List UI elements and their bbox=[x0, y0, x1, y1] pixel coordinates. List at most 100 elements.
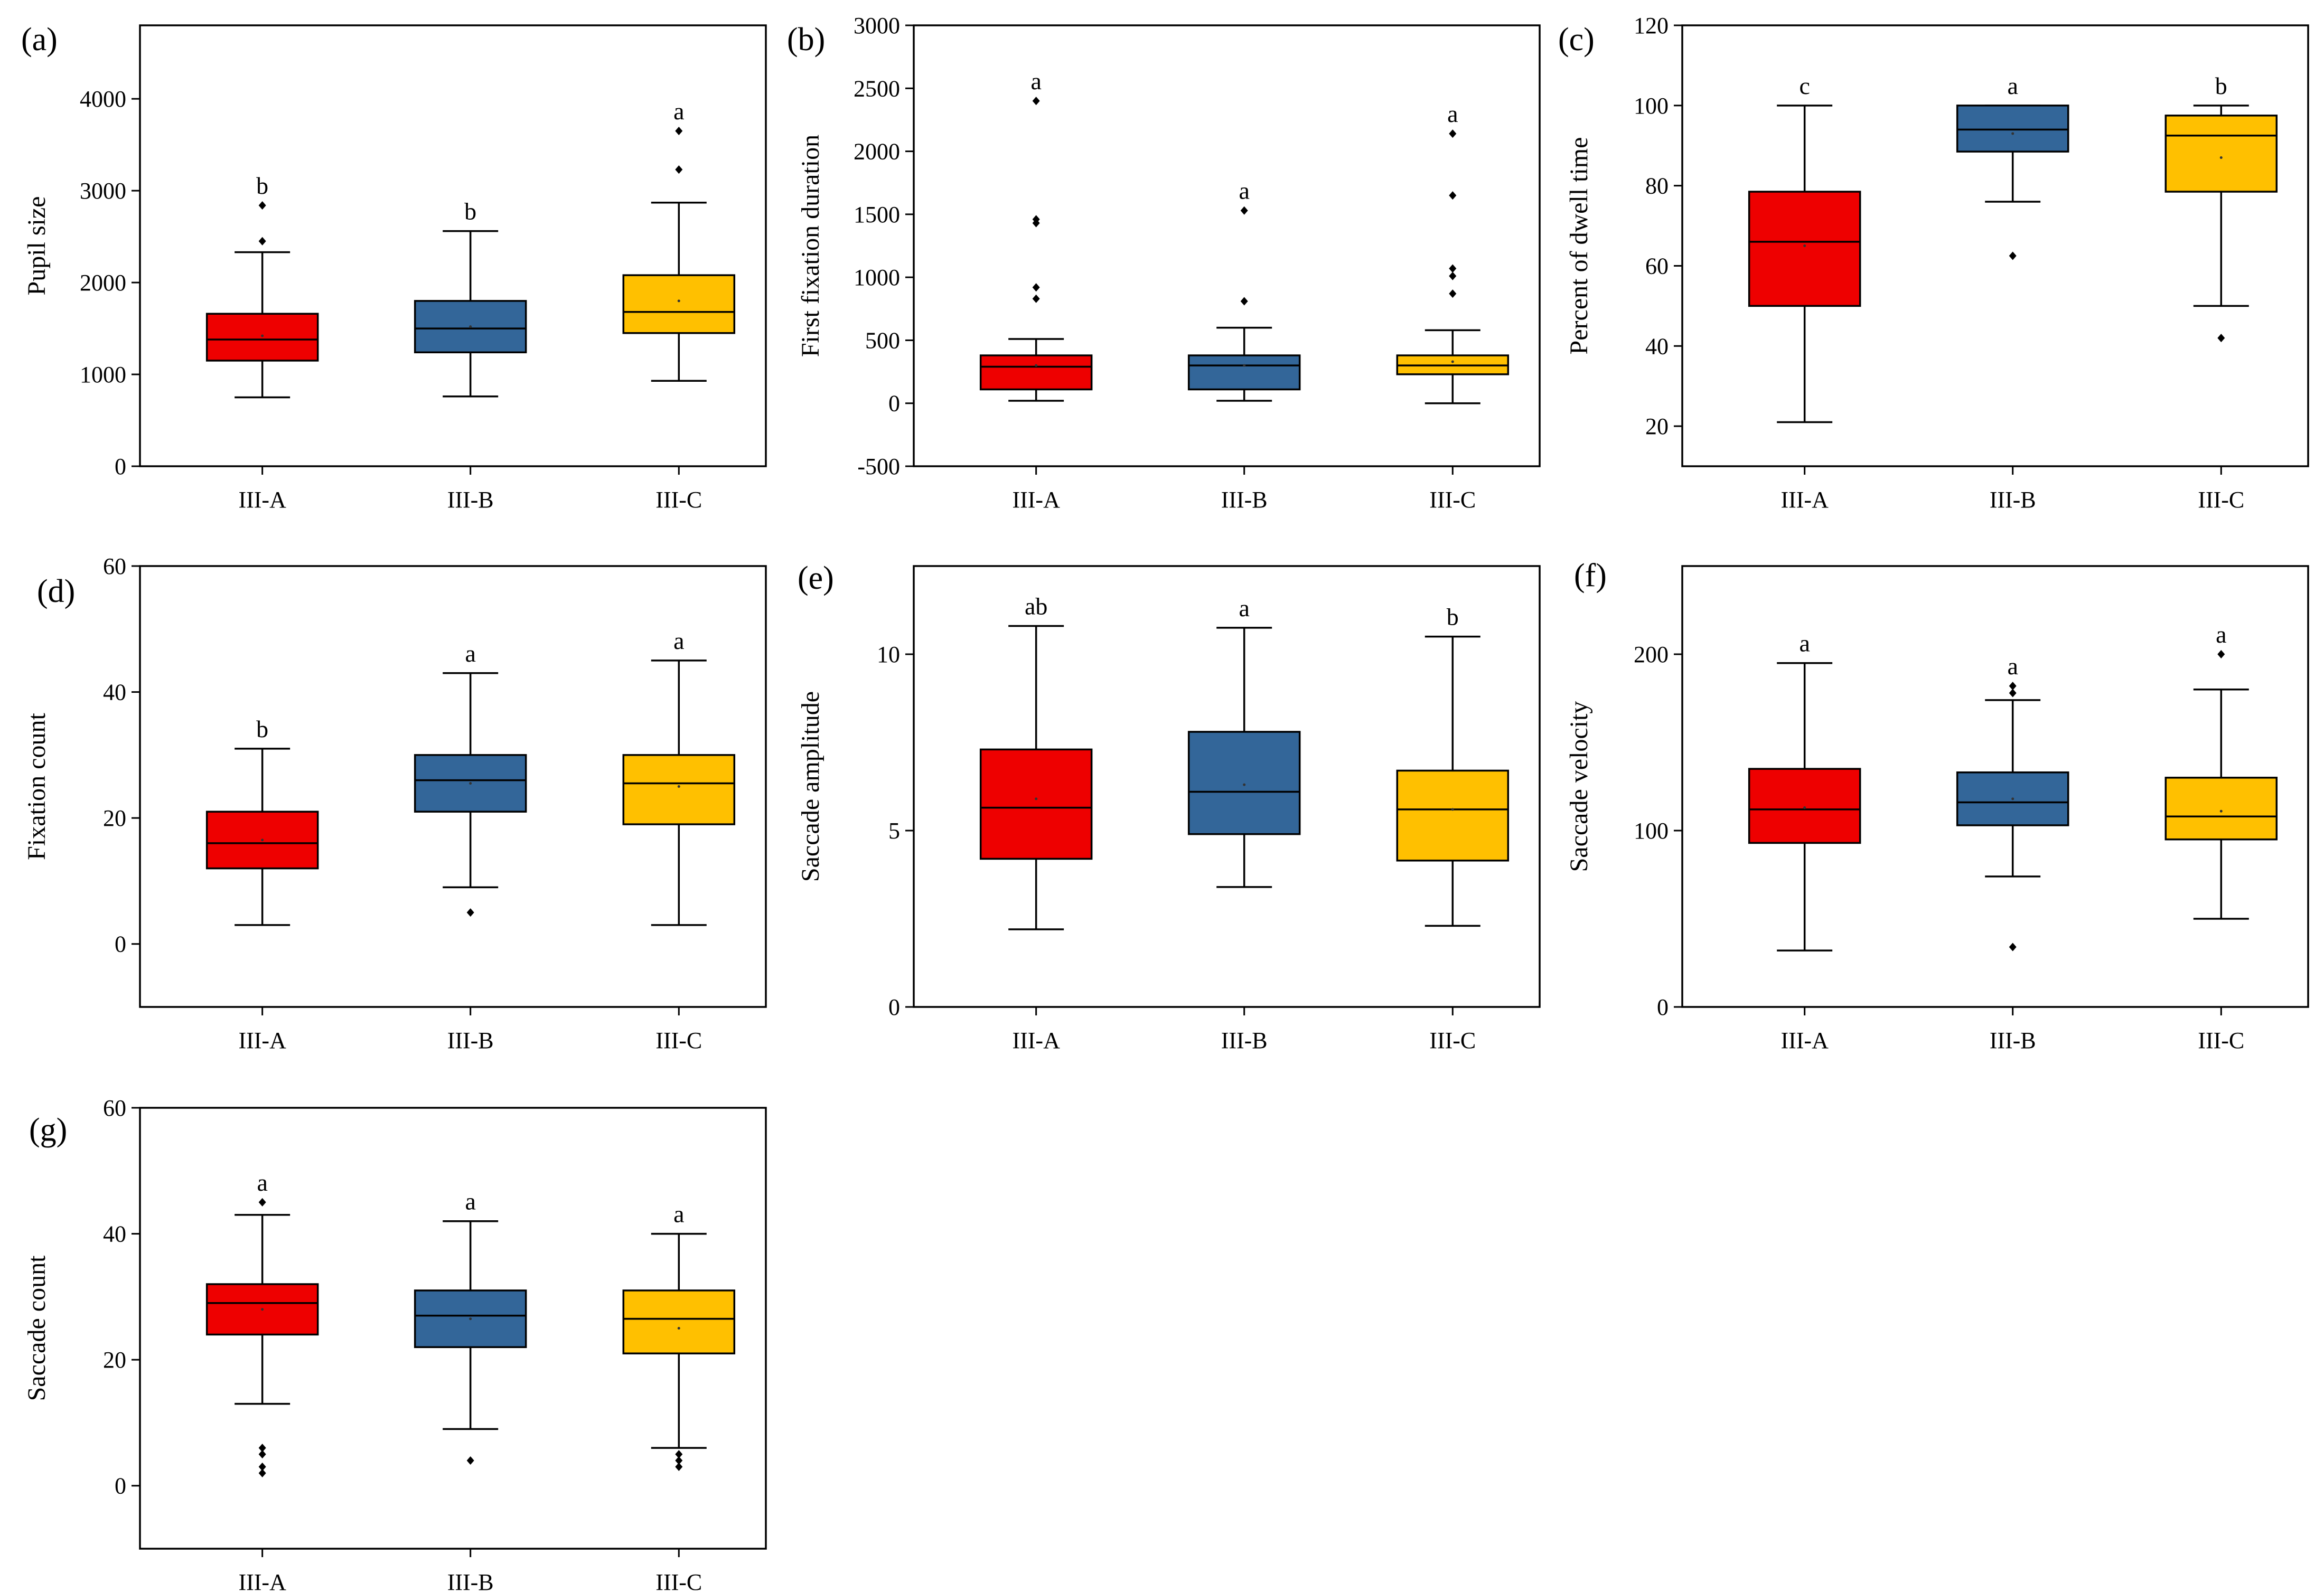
y-tick-label: 100 bbox=[1634, 93, 1669, 119]
iqr-box bbox=[1396, 769, 1510, 862]
y-tick-label: 1000 bbox=[80, 362, 126, 388]
y-tick-label: 4000 bbox=[80, 86, 126, 112]
box-III-A: III-A a bbox=[1748, 630, 1861, 1053]
y-tick-label: 0 bbox=[115, 1473, 126, 1499]
mean-marker bbox=[1451, 808, 1454, 811]
mean-marker bbox=[1803, 806, 1806, 809]
iqr-box bbox=[622, 1289, 736, 1354]
iqr-box bbox=[1187, 354, 1301, 391]
box-III-C: III-C b bbox=[2164, 72, 2278, 513]
x-tick-label: III-A bbox=[238, 1028, 286, 1053]
iqr-box bbox=[979, 748, 1093, 860]
plot-frame bbox=[913, 24, 1541, 467]
y-tick-label: 60 bbox=[103, 553, 126, 579]
outlier-point bbox=[1032, 294, 1040, 303]
y-tick-label: 200 bbox=[1634, 642, 1669, 667]
panel-tag: (a) bbox=[21, 22, 58, 58]
box-III-A: III-A a bbox=[979, 68, 1093, 513]
x-tick-label: III-C bbox=[2198, 1028, 2244, 1053]
outlier-point bbox=[2009, 943, 2017, 952]
outlier-point bbox=[1449, 129, 1457, 138]
y-axis-label: Saccade count bbox=[23, 1255, 51, 1401]
box-III-A: III-A ab bbox=[979, 593, 1093, 1053]
mean-marker bbox=[677, 299, 680, 303]
y-axis-label: Saccade amplitude bbox=[796, 691, 824, 882]
y-axis-label: Saccade velocity bbox=[1565, 701, 1593, 872]
outlier-point bbox=[258, 1444, 266, 1453]
mean-marker bbox=[677, 785, 680, 788]
significance-letter: b bbox=[256, 172, 268, 199]
mean-marker bbox=[2219, 809, 2223, 813]
significance-letter: a bbox=[257, 1169, 267, 1196]
x-tick-label: III-A bbox=[1781, 487, 1829, 513]
box-III-C: III-C a bbox=[1396, 100, 1510, 513]
x-tick-label: III-C bbox=[1429, 1028, 1476, 1053]
box-III-A: III-A a bbox=[205, 1169, 319, 1592]
y-tick-label: 20 bbox=[103, 805, 126, 831]
iqr-box bbox=[1187, 731, 1301, 835]
y-tick-label: 1000 bbox=[854, 265, 900, 290]
outlier-point bbox=[1240, 206, 1248, 215]
outlier-point bbox=[675, 1462, 683, 1471]
box-III-B: III-B a bbox=[1956, 72, 2069, 513]
y-tick-label: 5 bbox=[888, 818, 900, 844]
significance-letter: a bbox=[673, 1201, 684, 1228]
mean-marker bbox=[2011, 132, 2014, 135]
mean-marker bbox=[1035, 797, 1038, 800]
x-tick-label: III-B bbox=[447, 1028, 494, 1053]
outlier-point bbox=[258, 1198, 266, 1207]
significance-letter: a bbox=[1239, 595, 1249, 621]
y-tick-label: 0 bbox=[115, 931, 126, 957]
box-III-A: III-A b bbox=[205, 172, 319, 513]
outlier-point bbox=[258, 1462, 266, 1471]
x-tick-label: III-C bbox=[2198, 487, 2244, 513]
iqr-box bbox=[2164, 115, 2278, 193]
significance-letter: a bbox=[2216, 621, 2226, 648]
y-tick-label: 40 bbox=[103, 1221, 126, 1247]
y-tick-label: 3000 bbox=[80, 178, 126, 204]
iqr-box bbox=[1748, 768, 1861, 844]
outlier-point bbox=[258, 201, 266, 210]
x-tick-label: III-C bbox=[655, 1028, 702, 1053]
box-III-C: III-C a bbox=[622, 627, 736, 1053]
y-tick-label: 40 bbox=[1645, 333, 1669, 359]
x-tick-label: III-A bbox=[1012, 1028, 1060, 1053]
y-tick-label: 10 bbox=[877, 642, 900, 667]
significance-letter: c bbox=[1799, 72, 1810, 99]
y-tick-label: 1500 bbox=[854, 202, 900, 228]
y-axis-label: Pupil size bbox=[23, 196, 51, 296]
plot-frame bbox=[139, 1107, 767, 1550]
panel-tag: (f) bbox=[1574, 558, 1607, 594]
mean-marker bbox=[469, 782, 472, 785]
panel-tag: (c) bbox=[1558, 22, 1595, 58]
outlier-point bbox=[2217, 650, 2225, 658]
x-tick-label: III-C bbox=[655, 1569, 702, 1592]
panel-tag: (d) bbox=[37, 573, 75, 609]
y-tick-label: 40 bbox=[103, 680, 126, 705]
x-tick-label: III-A bbox=[1012, 487, 1060, 513]
outlier-point bbox=[2009, 682, 2017, 691]
mean-marker bbox=[469, 1317, 472, 1321]
x-tick-label: III-A bbox=[238, 1569, 286, 1592]
significance-letter: a bbox=[1799, 630, 1810, 657]
plot-frame bbox=[913, 565, 1541, 1008]
outlier-point bbox=[2009, 251, 2017, 260]
outlier-point bbox=[258, 1450, 266, 1459]
plot-frame bbox=[139, 24, 767, 467]
box-III-B: III-B a bbox=[414, 1188, 527, 1592]
box-III-C: III-C a bbox=[622, 98, 736, 513]
outlier-point bbox=[258, 1468, 266, 1477]
panel-tag: (e) bbox=[798, 560, 834, 596]
iqr-box bbox=[622, 274, 736, 334]
y-tick-label: 60 bbox=[1645, 253, 1669, 279]
box-III-B: III-B a bbox=[414, 640, 527, 1053]
significance-letter: a bbox=[465, 1188, 475, 1215]
y-axis-label: First fixation duration bbox=[796, 135, 824, 357]
iqr-box bbox=[2164, 777, 2278, 841]
significance-letter: a bbox=[2007, 72, 2018, 99]
outlier-point bbox=[2217, 334, 2225, 343]
